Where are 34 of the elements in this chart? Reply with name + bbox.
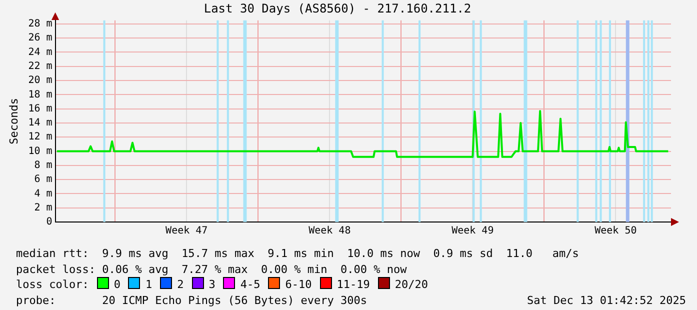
x-tick-label: Week 49 bbox=[452, 226, 494, 237]
x-tick-label: Week 47 bbox=[166, 226, 208, 237]
y-tick-label: 24 m bbox=[28, 46, 52, 58]
y-tick-label: 10 m bbox=[28, 146, 52, 157]
text: 1 bbox=[145, 278, 152, 291]
text: packet loss: 0.06 % avg 7.27 % max 0.00 % min 0.00 % now bbox=[16, 262, 407, 276]
chart-title: Last 30 Days (AS8560) - 217.160.211.2 bbox=[204, 1, 472, 16]
text: Sat Dec 13 01:42:52 2025 bbox=[527, 292, 686, 308]
text: 4-5 bbox=[240, 278, 260, 291]
y-tick-label: 28 m bbox=[28, 18, 52, 30]
y-tick-label: 22 m bbox=[28, 60, 52, 72]
x-tick-label: Week 48 bbox=[308, 226, 351, 237]
y-tick-label: 26 m bbox=[28, 32, 52, 44]
text: 2 bbox=[177, 278, 184, 291]
text: 20/20 bbox=[394, 278, 428, 291]
text: probe: 20 ICMP Echo Pings (56 Bytes) every 300s bbox=[16, 294, 367, 306]
y-tick-label: 6 m bbox=[34, 174, 52, 186]
y-axis-title: Seconds bbox=[7, 98, 20, 144]
y-tick-label: 20 m bbox=[28, 75, 52, 86]
text: loss color: bbox=[16, 278, 89, 291]
text: median rtt: 9.9 ms avg 15.7 ms max 9.1 ms min 10.0 ms now 0.9 ms sd 11.0 am/s bbox=[16, 247, 579, 260]
text: 11-19 bbox=[336, 278, 370, 291]
y-tick-label: 4 m bbox=[34, 188, 52, 200]
x-tick-label: Week 50 bbox=[594, 226, 637, 237]
y-tick-label: 2 m bbox=[34, 202, 52, 214]
text: 0 bbox=[114, 278, 120, 291]
text: 6-10 bbox=[285, 278, 312, 291]
y-tick-label: 12 m bbox=[28, 132, 52, 143]
y-tick-label: 16 m bbox=[28, 103, 52, 114]
text: 3 bbox=[208, 278, 216, 291]
y-tick-label: 18 m bbox=[28, 89, 52, 100]
y-tick-label: 8 m bbox=[34, 160, 52, 172]
y-tick-label: 0 bbox=[46, 216, 52, 228]
y-tick-label: 14 m bbox=[28, 118, 52, 129]
